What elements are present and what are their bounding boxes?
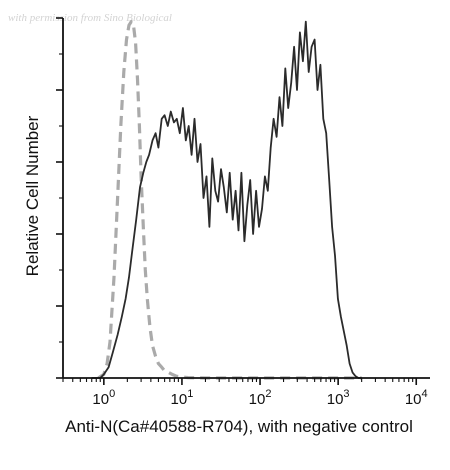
y-ticks xyxy=(56,17,63,379)
x-tick-label: 101 xyxy=(171,388,194,408)
x-tick-labels: 100 101 102 103 104 xyxy=(92,388,427,408)
x-ticks xyxy=(62,378,418,385)
sample-line xyxy=(91,20,362,379)
series-layer xyxy=(91,20,362,380)
x-tick-label: 100 xyxy=(92,388,115,408)
y-axis-title: Relative Cell Number xyxy=(23,115,42,276)
negative-control-line xyxy=(97,20,362,380)
x-tick-label: 102 xyxy=(249,388,272,408)
x-tick-label: 103 xyxy=(327,388,350,408)
x-tick-label: 104 xyxy=(405,388,428,408)
x-axis-title: Anti-N(Ca#40588-R704), with negative con… xyxy=(65,417,413,436)
watermark-text: with permission from Sino Biological xyxy=(8,12,172,24)
